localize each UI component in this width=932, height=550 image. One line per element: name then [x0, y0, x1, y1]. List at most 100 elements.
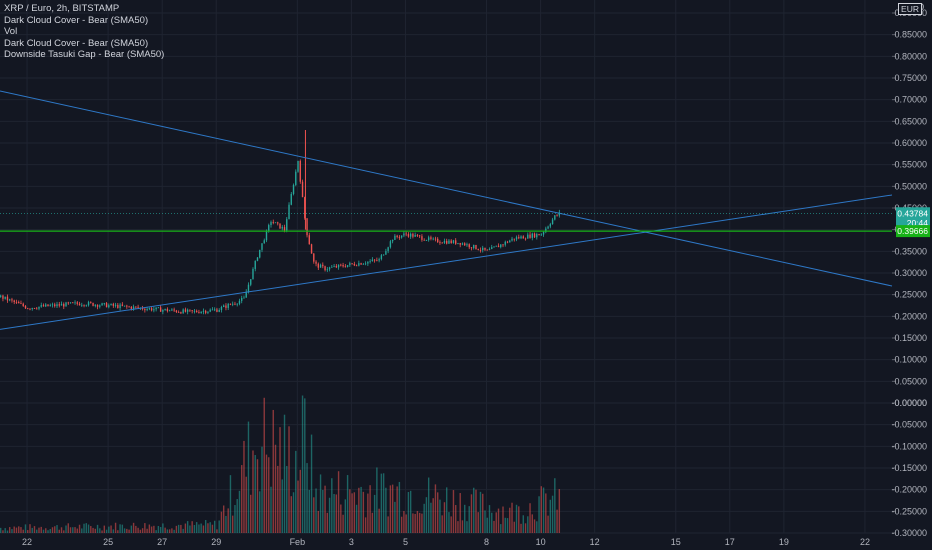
candle-body [2, 295, 4, 299]
time-tick-label: 22 [22, 537, 32, 547]
candle-body [488, 249, 491, 250]
volume-bar [380, 473, 383, 533]
volume-bar [328, 497, 331, 533]
candle-body [159, 307, 162, 312]
price-tick-label: -0.00000 [891, 398, 927, 408]
candle-body [398, 236, 401, 238]
volume-bar [427, 477, 430, 533]
candle-body [223, 305, 225, 308]
candle-body [376, 260, 378, 261]
volume-bar [391, 484, 394, 533]
candle-body [509, 240, 511, 243]
volume-bar [418, 512, 421, 533]
candle-body [475, 244, 477, 250]
candle-body [247, 284, 250, 292]
volume-bar [283, 414, 286, 533]
volume-bar [204, 520, 207, 533]
candle-body [193, 310, 196, 312]
candle-body [204, 310, 207, 313]
candle-body [184, 309, 187, 312]
candle-body [227, 303, 229, 308]
candle-body [207, 311, 209, 313]
candle-body [117, 304, 119, 308]
candle-body [105, 303, 108, 308]
volume-bar [182, 528, 184, 533]
candle-body [542, 232, 545, 235]
volume-bar [128, 529, 130, 533]
candle-body [42, 305, 45, 307]
volume-bar [11, 529, 13, 533]
candle-body [439, 242, 441, 244]
volume-bar [558, 489, 561, 533]
volume-bar [24, 524, 27, 533]
volume-bar [29, 524, 31, 533]
indicator-vol[interactable]: Vol [4, 26, 18, 37]
volume-bar [272, 409, 274, 533]
candle-body [96, 304, 99, 307]
volume-bar [482, 493, 484, 533]
price-badge-bg [896, 207, 930, 220]
candle-body [29, 308, 31, 310]
candle-body [189, 309, 191, 311]
candle-body [337, 264, 340, 268]
candle-body [396, 235, 398, 237]
volume-bar [378, 508, 380, 533]
volume-bar [326, 512, 329, 533]
volume-bar [387, 516, 389, 533]
candle-body [299, 160, 301, 182]
volume-bars [0, 395, 561, 533]
time-tick-label: 3 [349, 537, 354, 547]
volume-bar [430, 502, 432, 533]
candle-body [198, 312, 200, 314]
volume-bar [310, 434, 313, 533]
price-tick-label: 0.80000 [894, 51, 927, 61]
candle-body [292, 184, 295, 194]
currency-label[interactable]: EUR [898, 3, 922, 15]
price-tick-label: -0.15000 [891, 463, 927, 473]
time-tick-label: 25 [103, 537, 113, 547]
volume-bar [232, 515, 234, 533]
candle-body [482, 247, 484, 251]
candle-body [58, 304, 60, 306]
candle-body [434, 238, 437, 240]
volume-bar [396, 486, 398, 533]
chart-legend: XRP / Euro, 2h, BITSTAMP Dark Cloud Cove… [4, 3, 164, 61]
candle-body [168, 310, 171, 312]
indicator-dark-cloud-1[interactable]: Dark Cloud Cover - Bear (SMA50) [4, 14, 149, 26]
candle-body [511, 238, 513, 241]
candle-body [110, 303, 112, 306]
candle-body [236, 303, 238, 305]
volume-bar [340, 504, 342, 533]
time-tick-label: 27 [157, 537, 167, 547]
volume-bar [400, 516, 403, 533]
volume-bar [297, 480, 299, 533]
volume-bar [448, 512, 450, 533]
volume-bar [90, 526, 92, 533]
candle-body [558, 212, 561, 216]
candle-body [443, 240, 446, 243]
candle-body [76, 302, 78, 304]
candle-body [405, 233, 407, 235]
volume-bar [315, 488, 317, 533]
volume-bar [119, 524, 121, 533]
volume-bar [234, 505, 236, 533]
volume-bar [452, 490, 455, 533]
volume-bar [425, 497, 428, 533]
volume-bar [409, 490, 412, 533]
volume-bar [225, 515, 227, 533]
volume-bar [177, 524, 180, 533]
candle-body [245, 291, 247, 298]
time-tick-label: 17 [725, 537, 735, 547]
candle-body [67, 302, 69, 304]
indicator-dark-cloud-2[interactable]: Dark Cloud Cover - Bear (SMA50) [4, 37, 149, 49]
candle-body [500, 244, 502, 248]
price-tick-label: 0.70000 [894, 95, 927, 105]
volume-bar [135, 525, 137, 533]
price-tick-label: -0.05000 [891, 420, 927, 430]
candle-body [362, 263, 365, 265]
price-badge-label: 20:44 [907, 218, 929, 228]
indicator-tasuki-gap[interactable]: Downside Tasuki Gap - Bear (SMA50) [4, 49, 165, 60]
volume-bar [101, 530, 103, 533]
candle-body [394, 235, 396, 240]
